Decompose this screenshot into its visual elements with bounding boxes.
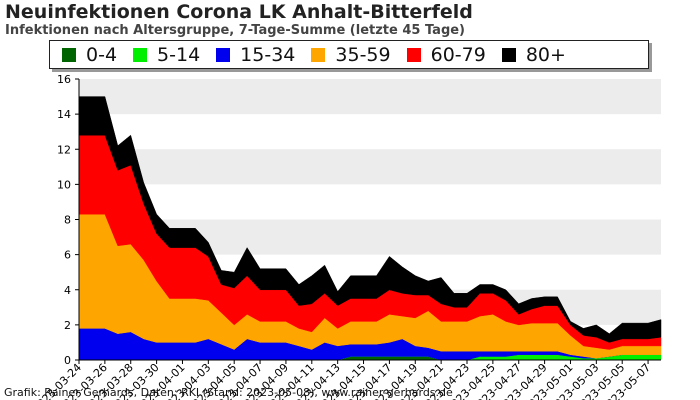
chart-title: Neuinfektionen Corona LK Anhalt-Bitterfe…: [5, 1, 473, 23]
chart-subtitle: Infektionen nach Altersgruppe, 7-Tage-Su…: [5, 23, 466, 38]
legend-swatch: [406, 47, 421, 62]
legend-label: 5-14: [157, 43, 201, 66]
chart-footer: Grafik: Rainer Gerhards, Daten: RKI (Sta…: [4, 386, 453, 399]
legend-item: 15-34: [216, 44, 295, 66]
legend-label: 60-79: [430, 43, 486, 66]
legend-label: 15-34: [240, 43, 296, 66]
y-tick-label: 16: [57, 73, 71, 86]
y-tick-label: 2: [64, 319, 71, 332]
y-tick-label: 6: [64, 249, 71, 262]
legend-label: 80+: [525, 43, 566, 66]
legend-item: 80+: [501, 43, 566, 66]
legend-item: 5-14: [133, 44, 200, 66]
chart-legend: 0-4 5-14 15-34 35-59 60-79 80+: [49, 40, 649, 69]
legend-swatch: [501, 47, 516, 62]
legend-label: 35-59: [335, 43, 391, 66]
series-area-80+: [78, 96, 662, 343]
y-tick-label: 4: [64, 284, 71, 297]
legend-swatch: [133, 47, 148, 62]
legend-swatch: [311, 47, 326, 62]
legend-swatch: [62, 47, 76, 62]
legend-item: 35-59: [311, 43, 391, 66]
y-tick-label: 0: [64, 354, 71, 367]
legend-label: 0-4: [86, 43, 118, 66]
legend-swatch: [216, 47, 231, 62]
y-tick-label: 12: [57, 143, 71, 156]
legend-item: 60-79: [406, 43, 486, 66]
grid-band: [79, 149, 661, 185]
y-tick-label: 14: [57, 108, 71, 121]
grid-band: [79, 79, 661, 115]
y-tick-label: 10: [57, 178, 71, 191]
y-tick-label: 8: [64, 214, 71, 227]
legend-item: 0-4: [62, 44, 117, 66]
